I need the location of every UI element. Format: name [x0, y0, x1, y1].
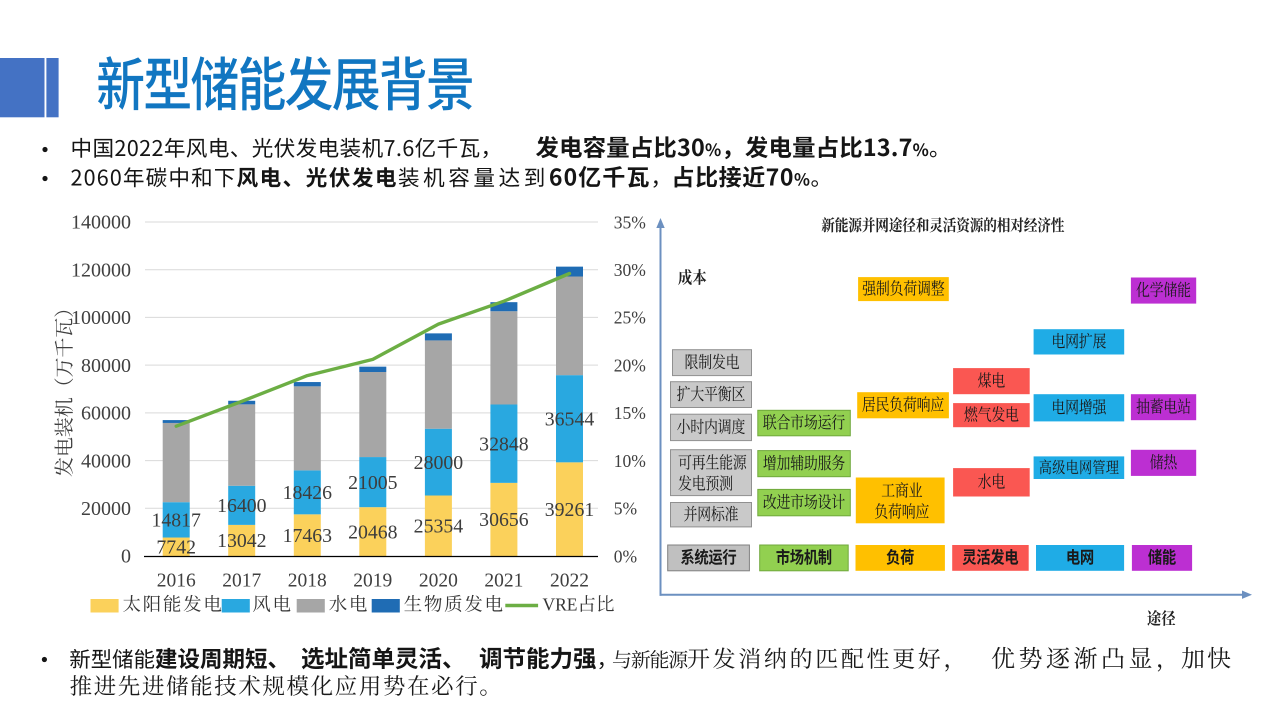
svg-text:20000: 20000	[81, 498, 131, 520]
svg-text:30%: 30%	[614, 260, 646, 280]
svg-text:7742: 7742	[156, 537, 196, 559]
svg-text:13042: 13042	[217, 530, 266, 552]
svg-text:0%: 0%	[614, 546, 637, 566]
svg-text:21005: 21005	[348, 472, 398, 494]
svg-text:100000: 100000	[71, 307, 131, 329]
svg-text:20%: 20%	[614, 355, 646, 375]
svg-text:35%: 35%	[614, 212, 646, 232]
svg-text:25%: 25%	[614, 308, 646, 328]
svg-text:10%: 10%	[614, 451, 646, 471]
svg-text:VRE: VRE	[543, 595, 578, 615]
svg-text:140000: 140000	[71, 212, 131, 234]
svg-text:2016: 2016	[157, 571, 196, 592]
svg-text:120000: 120000	[71, 259, 131, 281]
svg-text:30656: 30656	[479, 509, 529, 531]
svg-text:14817: 14817	[151, 510, 201, 532]
svg-text:16400: 16400	[217, 495, 267, 517]
svg-text:25354: 25354	[414, 516, 464, 538]
svg-text:17463: 17463	[283, 525, 333, 547]
svg-text:36544: 36544	[545, 408, 595, 430]
svg-text:2017: 2017	[222, 571, 261, 592]
svg-text:5%: 5%	[614, 499, 637, 519]
svg-text:80000: 80000	[81, 355, 131, 377]
svg-text:0: 0	[121, 546, 131, 568]
svg-text:2021: 2021	[484, 571, 523, 592]
svg-text:18426: 18426	[283, 482, 333, 504]
svg-text:39261: 39261	[545, 499, 594, 521]
svg-text:2020: 2020	[419, 571, 458, 592]
svg-text:32848: 32848	[479, 433, 529, 455]
svg-text:2022: 2022	[550, 571, 589, 592]
svg-text:60000: 60000	[81, 403, 131, 425]
svg-text:28000: 28000	[414, 452, 464, 474]
svg-text:15%: 15%	[614, 403, 646, 423]
svg-text:20468: 20468	[348, 521, 398, 543]
svg-text:2019: 2019	[353, 571, 392, 592]
svg-text:40000: 40000	[81, 450, 131, 472]
svg-text:2018: 2018	[288, 571, 327, 592]
